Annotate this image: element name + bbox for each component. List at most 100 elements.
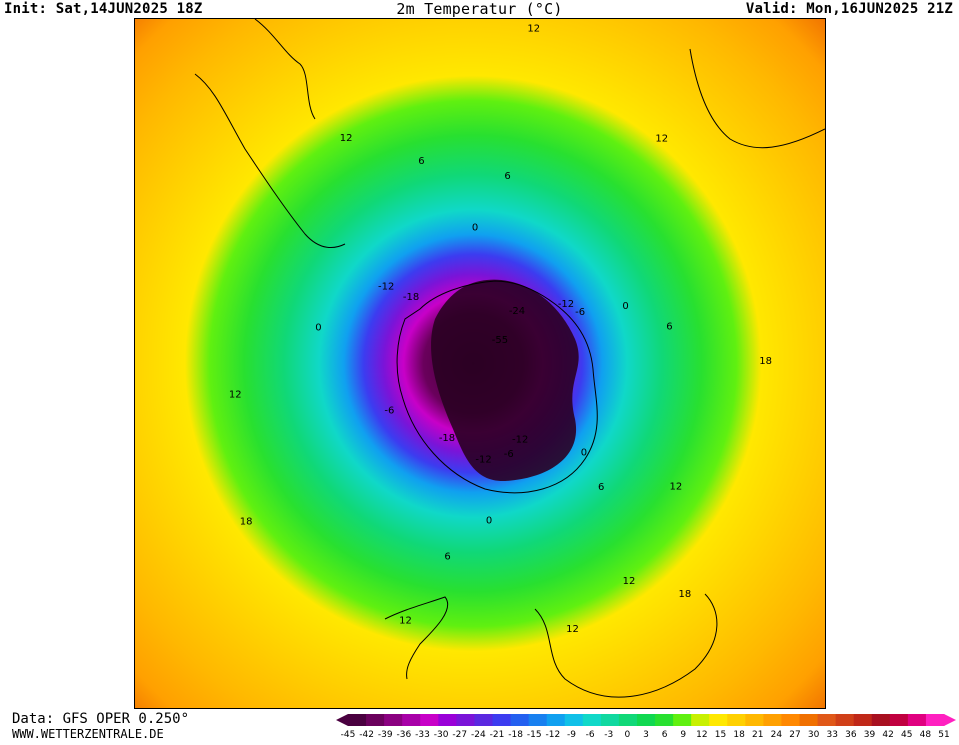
legend-swatch bbox=[799, 714, 819, 726]
valid-time-label: Valid: Mon,16JUN2025 21Z bbox=[745, 1, 953, 17]
contour-label: 6 bbox=[444, 552, 450, 563]
legend-tick-label: 18 bbox=[733, 730, 745, 740]
contour-label: -6 bbox=[384, 405, 394, 416]
contour-label: 6 bbox=[418, 156, 424, 167]
init-time-label: Init: Sat,14JUN2025 18Z bbox=[4, 1, 203, 17]
contour-label: 12 bbox=[229, 390, 242, 401]
legend-tick-label: 27 bbox=[789, 730, 800, 740]
legend-swatch bbox=[420, 714, 439, 726]
legend-tick-label: 51 bbox=[938, 730, 949, 740]
legend-swatch bbox=[727, 714, 746, 726]
legend-tick-label: -18 bbox=[508, 730, 523, 740]
contour-label: 6 bbox=[666, 322, 672, 333]
legend-tick-label: 39 bbox=[864, 730, 876, 740]
coastlines bbox=[194, 19, 825, 698]
legend-tick-label: -30 bbox=[434, 730, 449, 740]
legend-swatch bbox=[510, 714, 530, 726]
legend-tick-label: -42 bbox=[359, 730, 374, 740]
legend-swatch bbox=[384, 714, 403, 726]
legend-swatch bbox=[925, 714, 945, 726]
map-title: 2m Temperatur (°C) bbox=[396, 0, 563, 18]
contour-label: 0 bbox=[581, 447, 587, 458]
legend-swatch bbox=[745, 714, 764, 726]
contour-label: 18 bbox=[759, 356, 772, 367]
legend-swatch bbox=[528, 714, 548, 726]
legend-swatch bbox=[673, 714, 692, 726]
contour-label: 12 bbox=[655, 133, 668, 144]
legend-swatch bbox=[871, 714, 891, 726]
data-source-label: Data: GFS OPER 0.250° bbox=[12, 711, 190, 727]
legend-tick-label: 0 bbox=[625, 730, 631, 740]
legend-tick-label: 21 bbox=[752, 730, 763, 740]
contour-label: 6 bbox=[598, 482, 604, 493]
contour-label: -12 bbox=[512, 434, 528, 445]
legend-swatch bbox=[474, 714, 493, 726]
legend-tick-label: -39 bbox=[378, 730, 393, 740]
legend-tick-label: -24 bbox=[471, 730, 486, 740]
legend-swatch bbox=[835, 714, 855, 726]
legend-swatch bbox=[763, 714, 782, 726]
legend-tick-label: 6 bbox=[662, 730, 668, 740]
contour-label: 0 bbox=[315, 323, 321, 334]
legend-tick-label: 48 bbox=[920, 730, 932, 740]
legend-swatch bbox=[564, 714, 584, 726]
legend-tick-label: 15 bbox=[715, 730, 726, 740]
legend-tick-label: 42 bbox=[882, 730, 893, 740]
legend-tick-label: -12 bbox=[546, 730, 561, 740]
legend-tick-label: -6 bbox=[586, 730, 595, 740]
contour-label: 0 bbox=[486, 516, 492, 527]
legend-swatch bbox=[691, 714, 710, 726]
legend-swatch bbox=[366, 714, 385, 726]
legend-tick-label: 12 bbox=[696, 730, 707, 740]
legend-swatch bbox=[709, 714, 728, 726]
contour-label: -12 bbox=[475, 455, 491, 466]
contour-label: -12 bbox=[558, 299, 574, 310]
legend-swatch bbox=[618, 714, 638, 726]
legend-tick-label: 24 bbox=[771, 730, 783, 740]
legend-swatch bbox=[781, 714, 801, 726]
legend-tick-label: -45 bbox=[341, 730, 356, 740]
contour-label: -24 bbox=[509, 306, 525, 317]
contour-label: -12 bbox=[378, 282, 394, 293]
legend-tick-label: 36 bbox=[845, 730, 857, 740]
contour-label: -6 bbox=[575, 307, 585, 318]
legend-swatch bbox=[907, 714, 927, 726]
legend-swatch bbox=[438, 714, 457, 726]
contour-label: -18 bbox=[439, 433, 455, 444]
legend-swatch bbox=[600, 714, 620, 726]
contour-label: 12 bbox=[670, 482, 683, 493]
legend-swatch bbox=[456, 714, 475, 726]
contour-label: -18 bbox=[403, 292, 419, 303]
contour-labels: 12 12 12 6 0 -12 -18 -6 -18 -12 0 6 12 18 12 6 0 -55 -24 -6… bbox=[229, 23, 772, 634]
contour-label: 12 bbox=[623, 576, 636, 587]
legend-swatch bbox=[636, 714, 656, 726]
legend-tick-label: 45 bbox=[901, 730, 912, 740]
legend-tick-label: -27 bbox=[452, 730, 467, 740]
legend-arrow-low bbox=[336, 714, 348, 726]
legend-tick-label: -3 bbox=[604, 730, 613, 740]
legend-tick-label: -21 bbox=[490, 730, 505, 740]
contour-label: 18 bbox=[679, 589, 692, 600]
legend-tick-label: -33 bbox=[415, 730, 430, 740]
temperature-map[interactable]: 12 12 12 6 0 -12 -18 -6 -18 -12 0 6 12 18 12 6 0 -55 -24 -6… bbox=[134, 18, 826, 709]
legend-swatches bbox=[336, 714, 956, 726]
legend-swatch bbox=[402, 714, 421, 726]
legend-swatch bbox=[853, 714, 873, 726]
antarctic-cold-core bbox=[431, 279, 579, 482]
legend-arrow-high bbox=[944, 714, 956, 726]
website-label: WWW.WETTERZENTRALE.DE bbox=[12, 727, 164, 741]
contour-label: 0 bbox=[622, 301, 628, 312]
contour-label: -55 bbox=[492, 335, 508, 346]
contour-label: 0 bbox=[472, 223, 478, 234]
contour-label: 18 bbox=[240, 516, 253, 527]
legend-swatch bbox=[655, 714, 674, 726]
color-legend: -45 -42 -39 -36 -33 -30 -27 -24 -21 -18 -15 -12 -9 -6… bbox=[334, 711, 958, 741]
contour-label: -6 bbox=[504, 449, 514, 460]
contour-label: 6 bbox=[504, 171, 510, 182]
legend-swatch bbox=[582, 714, 602, 726]
legend-swatch bbox=[889, 714, 909, 726]
contour-label: 12 bbox=[399, 615, 412, 626]
contour-label: 12 bbox=[527, 23, 540, 34]
contour-label: 12 bbox=[340, 133, 353, 144]
legend-tick-label: 30 bbox=[808, 730, 820, 740]
